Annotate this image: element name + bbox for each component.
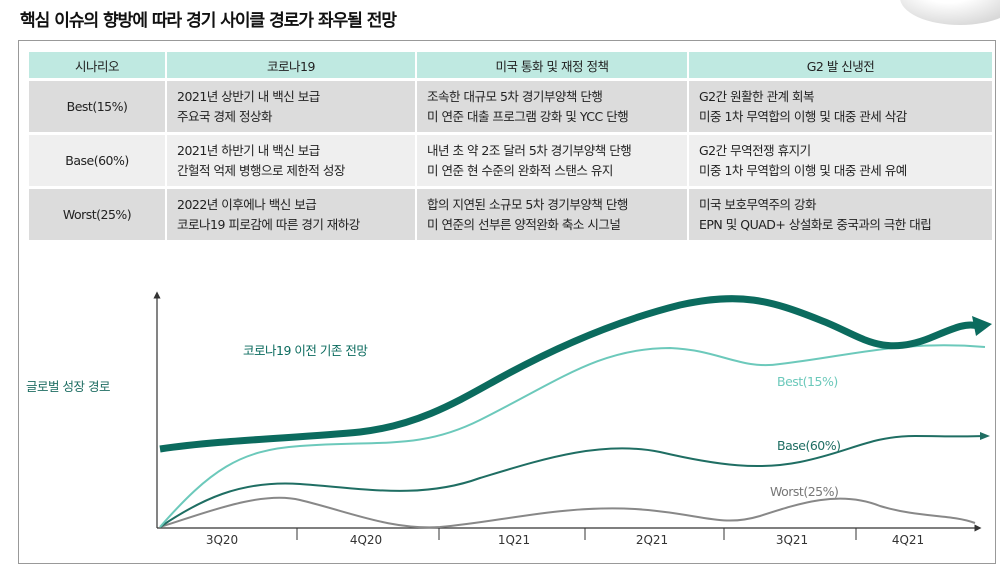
table-header-row: 시나리오 코로나19 미국 통화 및 재정 정책 G2 발 신냉전 [29,52,992,78]
best-curve [159,344,986,528]
worst-label: Worst(25%) [770,484,839,499]
cell-line: 미 연준 현 수준의 완화적 스탠스 유지 [427,162,613,178]
header-g2: G2 발 신냉전 [689,52,992,78]
cell-line: G2간 무역전쟁 휴지기 [699,142,811,158]
g2-cell: 미국 보호무역주의 강화 EPN 및 QUAD+ 상설화로 중국과의 극한 대립 [689,189,992,240]
cell-line: 미 연준 대출 프로그램 강화 및 YCC 단행 [427,108,629,124]
cell-line: 2022년 이후에나 백신 보급 [177,196,317,212]
cell-line: EPN 및 QUAD+ 상설화로 중국과의 극한 대립 [699,216,932,232]
cell-line: 조속한 대규모 5차 경기부양책 단행 [427,88,603,104]
base-arrowhead [980,432,990,440]
cell-line: 미 연준의 선부른 양적완화 축소 시그널 [427,216,621,232]
baseline-label: 코로나19 이전 기존 전망 [243,343,368,358]
scenario-cell: Worst(25%) [29,189,165,240]
scenario-cell: Base(60%) [29,135,165,186]
header-covid: 코로나19 [167,52,415,78]
x-tick-label: 2Q21 [635,533,669,547]
worst-curve [159,496,976,529]
scenario-cell: Best(15%) [29,81,165,132]
y-axis-label: 글로벌 성장 경로 [26,379,110,394]
x-tick-label: 4Q21 [891,533,925,547]
cell-line: 2021년 상반기 내 백신 보급 [177,88,320,104]
cell-line: 미국 보호무역주의 강화 [699,196,816,212]
cell-line: 2021년 하반기 내 백신 보급 [177,142,320,158]
cell-line: 코로나19 피로감에 따른 경기 재하강 [177,216,360,232]
cell-line: 합의 지연된 소규모 5차 경기부양책 단행 [427,196,628,212]
cell-line: G2간 원활한 관계 회복 [699,88,815,104]
cell-line: 내년 초 약 2조 달러 5차 경기부양책 단행 [427,142,632,158]
cell-line: 주요국 경제 정상화 [177,108,272,124]
x-tick-label: 4Q20 [349,533,383,547]
header-policy: 미국 통화 및 재정 정책 [417,52,687,78]
cell-line: 미중 1차 무역합의 이행 및 대중 관세 삭감 [699,108,907,124]
scenario-table: 시나리오 코로나19 미국 통화 및 재정 정책 G2 발 신냉전 Best(1… [27,49,994,243]
x-tick-label: 3Q20 [205,533,239,547]
baseline-curve [159,295,980,453]
page-title: 핵심 이슈의 향방에 따라 경기 사이클 경로가 좌우될 전망 [20,11,397,31]
best-label: Best(15%) [777,374,838,389]
x-tick-label: 1Q21 [497,533,531,547]
cell-line: 간헐적 억제 병행으로 제한적 성장 [177,162,345,178]
base-curve [159,434,986,528]
x-tick-marks [296,528,857,540]
header-scenario: 시나리오 [29,52,165,78]
baseline-arrowhead [972,316,992,336]
base-label: Base(60%) [777,438,841,453]
content-frame [18,40,996,564]
cell-line: 미중 1차 무역합의 이행 및 대중 관세 유예 [699,162,907,178]
x-tick-label: 3Q21 [775,533,809,547]
